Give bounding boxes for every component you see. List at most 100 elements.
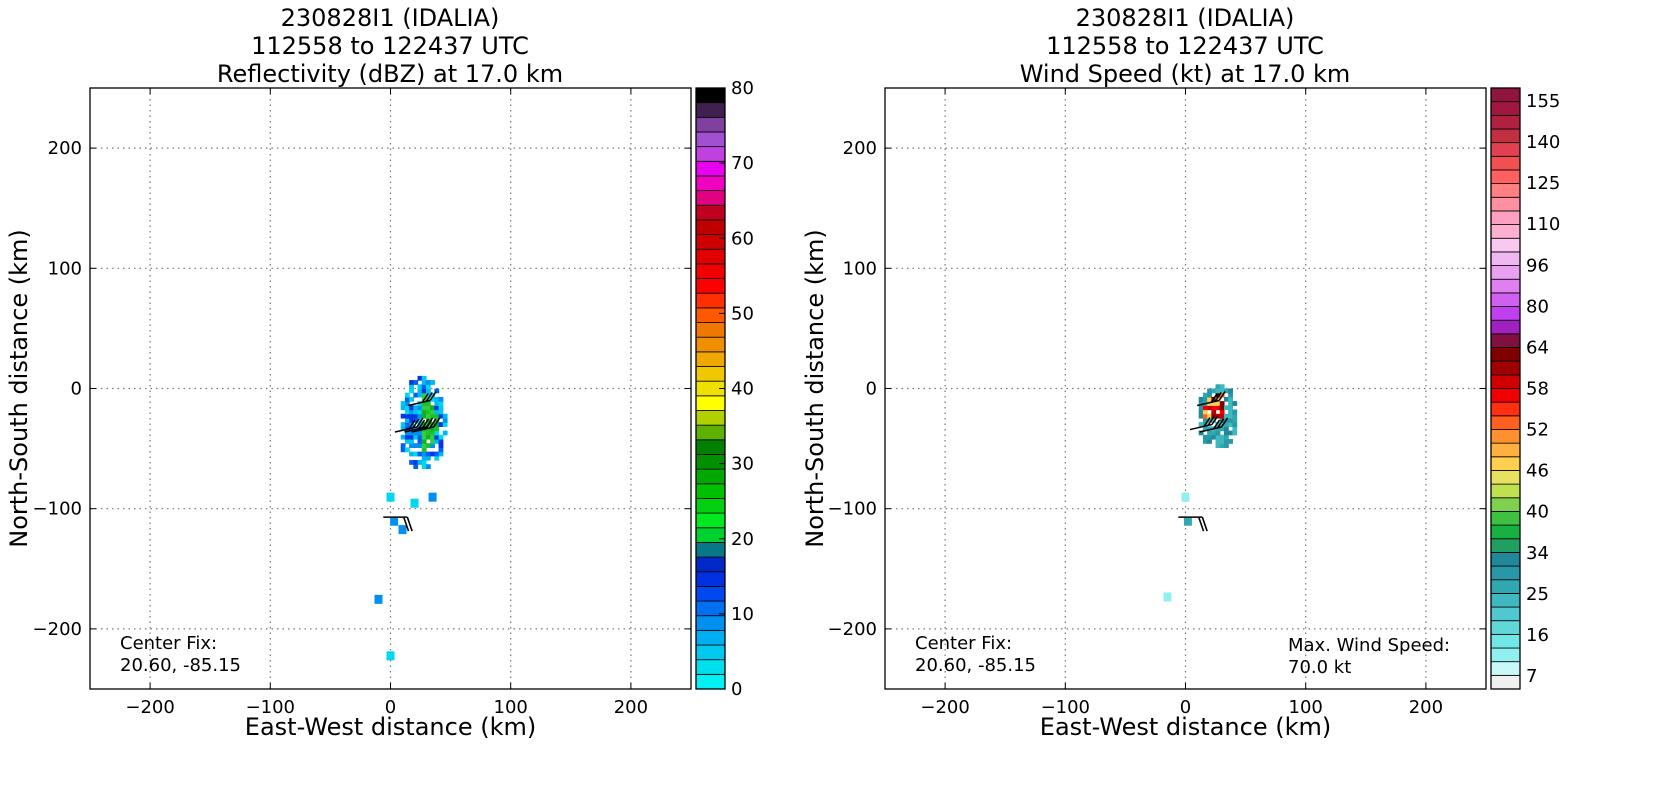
x-axis-title: East-West distance (km) xyxy=(1040,713,1331,741)
echo-cell xyxy=(404,422,410,427)
echo-cell xyxy=(430,396,435,402)
echo-cell xyxy=(1215,438,1221,444)
echo-cell xyxy=(409,438,414,444)
colorbar-segment xyxy=(695,336,726,353)
echo-cell xyxy=(1202,409,1208,415)
echo-cell xyxy=(1232,413,1238,419)
echo-cell xyxy=(1198,401,1204,406)
echo-cell xyxy=(404,405,410,411)
echo-cell xyxy=(438,443,444,448)
colorbar-segment xyxy=(695,454,726,470)
echo-cell xyxy=(413,417,419,423)
echo-cell xyxy=(430,392,435,398)
colorbar-segment xyxy=(695,351,726,367)
colorbar-tick-label: 110 xyxy=(1526,214,1560,235)
colorbar-segment xyxy=(1490,128,1521,144)
echo-cell xyxy=(1219,401,1225,406)
colorbar-segment xyxy=(1490,538,1521,553)
echo-cell xyxy=(1219,413,1225,419)
echo-cell xyxy=(425,413,431,419)
echo-cell xyxy=(1211,405,1217,411)
echo-cell xyxy=(409,460,414,465)
reflectivity-title-line-1: 230828I1 (IDALIA) xyxy=(280,4,500,32)
echo-cell xyxy=(1211,413,1217,419)
colorbar-segment xyxy=(1490,497,1521,512)
colorbar-segment xyxy=(1490,142,1521,157)
plot-frame xyxy=(884,87,1487,690)
echo-cell xyxy=(421,455,427,461)
echo-cell xyxy=(1207,426,1212,432)
colorbar-segment xyxy=(1490,251,1521,266)
echo-cell xyxy=(417,438,423,444)
echo-cell xyxy=(400,426,406,432)
echo-cell xyxy=(417,405,423,411)
echo-cell xyxy=(421,460,427,465)
colorbar-tick-label: 34 xyxy=(1526,543,1549,564)
echo-cell xyxy=(1207,438,1212,444)
echo-cell xyxy=(1207,392,1212,398)
echo-cell xyxy=(425,430,431,436)
echo-cell xyxy=(438,447,444,453)
echo-cell xyxy=(421,451,427,457)
echo-cell xyxy=(1215,384,1221,390)
wind-speed-title-line-2: 112558 to 122437 UTC xyxy=(1046,32,1324,60)
colorbar-tick-label: 80 xyxy=(731,78,754,99)
echo-cell xyxy=(438,413,444,419)
echo-cell xyxy=(417,443,423,448)
echo-cell xyxy=(1211,434,1217,440)
colorbar-tick-label: 30 xyxy=(731,454,754,475)
echo-cell-scattered xyxy=(1163,592,1172,602)
colorbar-segment xyxy=(1490,319,1521,335)
colorbar-segment xyxy=(695,322,726,338)
echo-cell xyxy=(417,451,423,457)
echo-cell xyxy=(421,413,427,419)
echo-cell xyxy=(1223,422,1229,427)
echo-cell xyxy=(400,447,406,453)
x-tick-label: 200 xyxy=(614,697,648,718)
max-wind-annotation: Max. Wind Speed: xyxy=(1288,635,1450,656)
echo-cell xyxy=(404,392,410,398)
echo-cell xyxy=(413,409,419,415)
colorbar-frame xyxy=(1490,87,1521,690)
echo-cell xyxy=(421,409,427,415)
y-tick-label: 0 xyxy=(866,379,877,400)
echo-cell xyxy=(425,455,431,461)
colorbar-segment xyxy=(1490,224,1521,239)
echo-cell xyxy=(1223,443,1229,448)
echo-cell xyxy=(438,409,444,415)
echo-cell xyxy=(1228,401,1233,406)
echo-cell xyxy=(400,405,406,411)
x-tick-label: −200 xyxy=(125,697,174,718)
colorbar-segment xyxy=(1490,333,1521,348)
echo-cell xyxy=(1223,430,1229,436)
echo-cell xyxy=(1219,438,1225,444)
echo-cell xyxy=(413,451,419,457)
echo-cell xyxy=(404,430,410,436)
colorbar-tick-label: 7 xyxy=(1526,666,1537,687)
x-tick-label: 200 xyxy=(1409,697,1443,718)
echo-cell xyxy=(421,438,427,444)
echo-cell xyxy=(425,451,431,457)
echo-cell xyxy=(438,438,444,444)
wind-barb-flag xyxy=(416,417,424,428)
echo-cell xyxy=(1232,430,1238,436)
colorbar-segment xyxy=(1490,565,1521,581)
echo-cell xyxy=(434,426,440,432)
colorbar-segment xyxy=(1490,552,1521,567)
colorbar-segment xyxy=(1490,347,1521,362)
echo-cell xyxy=(434,434,440,440)
echo-cell xyxy=(425,388,431,394)
echo-cell xyxy=(1198,413,1204,419)
echo-cell xyxy=(417,413,423,419)
echo-cell xyxy=(1211,417,1217,423)
echo-cell xyxy=(430,413,435,419)
echo-cell xyxy=(425,434,431,440)
y-axis-title: North-South distance (km) xyxy=(801,229,829,548)
echo-cell xyxy=(1202,434,1208,440)
colorbar-segment xyxy=(695,571,726,587)
colorbar-segment xyxy=(695,542,726,558)
colorbar-segment xyxy=(695,366,726,382)
echo-cell xyxy=(413,430,419,436)
colorbar-segment xyxy=(1490,579,1521,594)
colorbar-tick-label: 40 xyxy=(1526,502,1549,523)
